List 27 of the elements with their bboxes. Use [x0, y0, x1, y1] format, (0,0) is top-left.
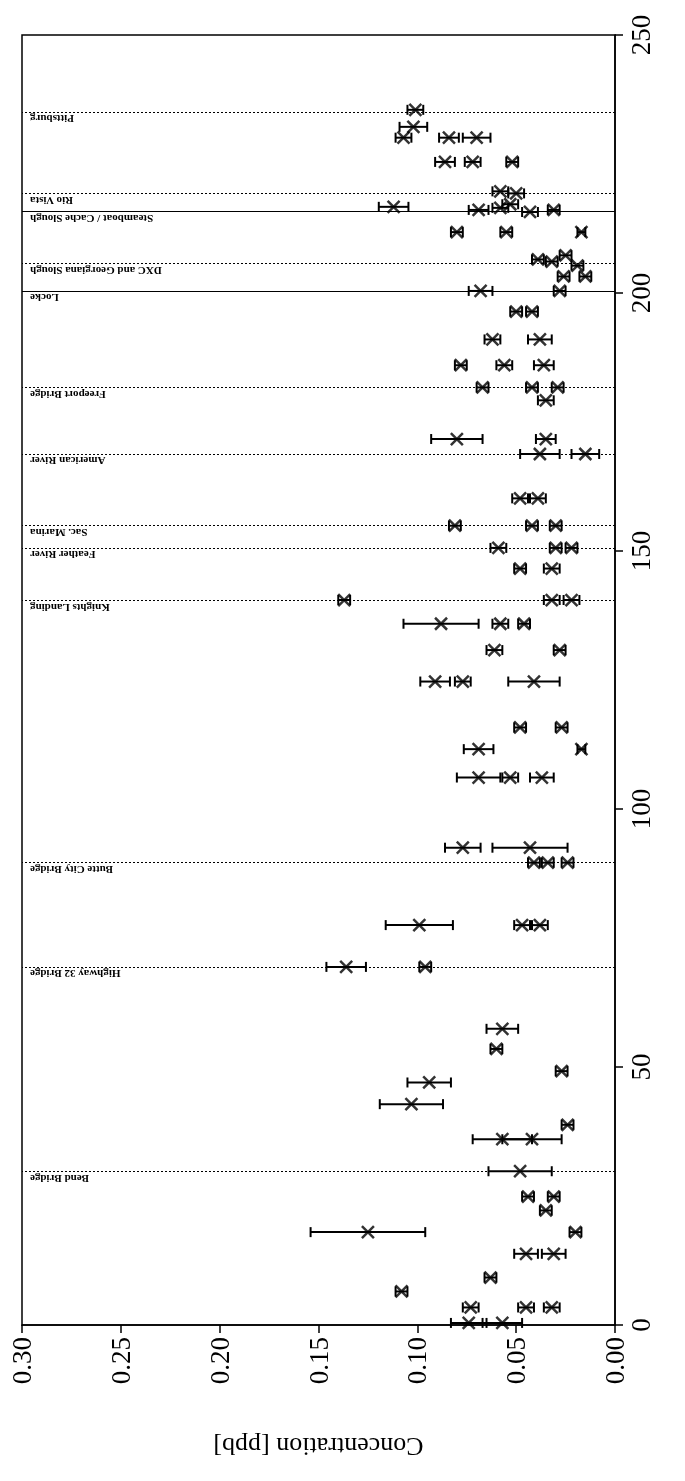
y-tick-label: 50	[625, 1053, 656, 1081]
y-tick-label: 200	[625, 272, 656, 314]
ref-line-label: Pittsburg	[29, 113, 74, 126]
x-tick-label: 0.05	[501, 1337, 532, 1385]
ref-line-label: DXC and Georgiana Slough	[30, 264, 162, 277]
ref-line-label: Highway 32 Bridge	[29, 968, 121, 981]
ref-line-label: American River	[29, 455, 106, 468]
ref-line-label: Feather River	[29, 549, 96, 562]
y-tick-label: 250	[625, 14, 656, 56]
ref-line-label: Freeport Bridge	[29, 388, 106, 401]
x-tick-label: 0.30	[7, 1337, 37, 1385]
ref-line-label: Locke	[29, 292, 59, 305]
ref-line-label: Bend Bridge	[29, 1172, 89, 1185]
ref-line-label: Rio Vista	[29, 194, 74, 207]
y-tick-label: 100	[625, 788, 656, 830]
ref-line-label: Sac. Marina	[29, 527, 88, 540]
ref-line-label: Steamboat / Cache Slough	[30, 212, 154, 225]
x-tick-label: 0.00	[600, 1337, 630, 1385]
x-axis-title: Concentration [ppb]	[213, 1431, 424, 1461]
x-tick-label: 0.20	[204, 1337, 235, 1385]
x-tick-label: 0.15	[303, 1337, 334, 1385]
x-tick-label: 0.25	[105, 1337, 136, 1385]
x-tick-label: 0.10	[402, 1337, 433, 1385]
y-tick-label: 0	[625, 1318, 656, 1332]
y-tick-label: 150	[625, 530, 656, 572]
ref-line-label: Knights Landing	[29, 601, 110, 614]
ref-line-label: Butte City Bridge	[29, 864, 114, 877]
